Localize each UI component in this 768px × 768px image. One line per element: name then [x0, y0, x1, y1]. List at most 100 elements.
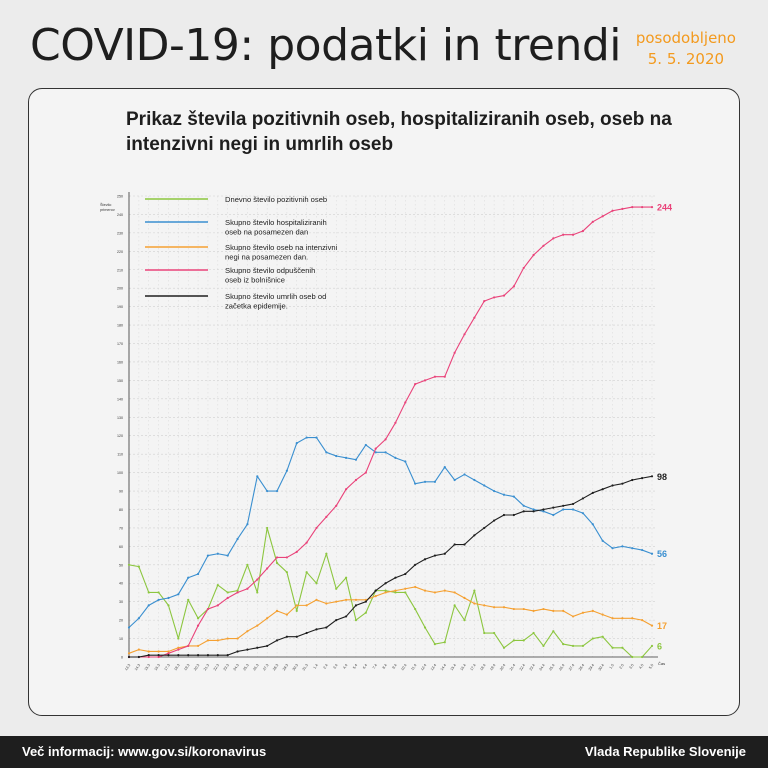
data-point	[473, 316, 476, 319]
data-point	[256, 646, 259, 649]
updated-date: 5. 5. 2020	[647, 50, 725, 68]
data-point	[305, 541, 308, 544]
x-tick-label: 24.3	[233, 663, 240, 671]
x-tick-label: 8.4	[382, 663, 388, 669]
data-point	[532, 253, 535, 257]
data-point	[266, 617, 269, 620]
x-tick-label: 29.3	[282, 663, 289, 671]
x-tick-label: 17.4	[469, 663, 476, 671]
x-tick-label: 5.4	[352, 663, 358, 669]
data-point	[522, 266, 525, 270]
y-tick-label: 250	[117, 195, 123, 199]
data-point	[266, 567, 269, 570]
data-point	[187, 598, 190, 601]
x-tick-label: 11.4	[410, 663, 417, 671]
x-tick-label: 28.4	[578, 663, 585, 671]
data-point	[650, 644, 654, 648]
y-tick-label: 0	[121, 656, 123, 660]
data-point	[443, 465, 446, 469]
data-point	[177, 637, 180, 640]
data-point	[157, 598, 160, 601]
data-point	[502, 513, 506, 517]
x-tick-label: 2.4	[323, 663, 329, 669]
data-point	[354, 478, 358, 482]
data-point	[226, 654, 229, 657]
footer-info-link[interactable]: Več informacij: www.gov.si/koronavirus	[22, 744, 267, 759]
x-tick-label: 1.5	[609, 663, 615, 669]
y-tick-label: 10	[119, 637, 123, 641]
y-tick-label: 200	[117, 287, 123, 291]
data-point	[246, 648, 249, 651]
data-point	[285, 613, 288, 616]
data-point	[305, 631, 308, 635]
x-tick-label: 1.4	[313, 663, 319, 669]
data-point	[433, 591, 437, 594]
data-point	[187, 576, 190, 579]
end-value-label: 244	[657, 203, 672, 213]
data-point	[325, 626, 328, 629]
y-tick-label: 120	[117, 434, 123, 438]
x-tick-label: 28.3	[272, 663, 279, 671]
y-tick-label: 240	[117, 213, 123, 217]
data-point	[483, 604, 486, 607]
data-point	[256, 624, 259, 627]
data-point	[453, 604, 456, 607]
data-point	[394, 456, 397, 459]
legend-label-line: oseb na posamezen dan	[225, 228, 308, 237]
data-point	[542, 508, 545, 511]
data-point	[206, 639, 210, 642]
footer-bar: Več informacij: www.gov.si/koronavirus V…	[0, 736, 768, 768]
x-tick-label: 19.4	[489, 663, 496, 671]
data-point	[285, 571, 288, 574]
data-point	[581, 512, 585, 515]
data-point	[621, 646, 624, 649]
data-point	[601, 539, 604, 542]
page-title: COVID-19: podatki in trendi	[30, 20, 621, 71]
data-point	[552, 630, 555, 633]
data-point	[542, 644, 545, 648]
data-point	[374, 589, 377, 592]
data-point	[344, 488, 348, 491]
y-tick-label: 170	[117, 342, 123, 346]
x-tick-label: 9.4	[392, 663, 398, 669]
data-point	[562, 642, 565, 646]
data-point	[591, 609, 594, 613]
data-point	[147, 655, 150, 659]
data-point	[256, 591, 259, 594]
data-point	[354, 458, 358, 461]
data-point	[423, 558, 427, 561]
y-tick-label: 100	[117, 471, 123, 475]
chart-title: Prikaz števila pozitivnih oseb, hospital…	[126, 109, 672, 155]
data-point	[502, 646, 506, 649]
y-tick-label: 30	[119, 600, 123, 604]
x-tick-label: 25.4	[548, 663, 555, 671]
end-value-label: 17	[657, 621, 667, 631]
x-tick-label: 5.5	[648, 663, 654, 669]
data-point	[275, 489, 279, 493]
data-point	[581, 644, 585, 648]
data-point	[246, 563, 249, 566]
data-point	[443, 641, 446, 644]
data-point	[216, 583, 219, 587]
x-tick-label: 30.4	[598, 663, 605, 671]
data-point	[196, 572, 200, 576]
data-point	[433, 375, 437, 378]
data-point	[325, 602, 328, 605]
data-point	[246, 523, 249, 526]
x-tick-label: 15.3	[144, 663, 151, 671]
data-point	[384, 451, 387, 454]
data-point	[315, 526, 318, 530]
data-point	[414, 382, 417, 386]
data-point	[335, 587, 338, 590]
data-point	[216, 604, 219, 607]
data-point	[374, 595, 377, 598]
x-tick-label: 22.3	[213, 663, 220, 671]
x-tick-label: 26.3	[252, 663, 259, 671]
data-point	[463, 543, 466, 546]
data-point	[621, 207, 624, 211]
data-point	[315, 582, 318, 585]
x-tick-label: 22.4	[519, 663, 526, 671]
data-point	[562, 504, 565, 507]
data-point	[641, 655, 644, 659]
